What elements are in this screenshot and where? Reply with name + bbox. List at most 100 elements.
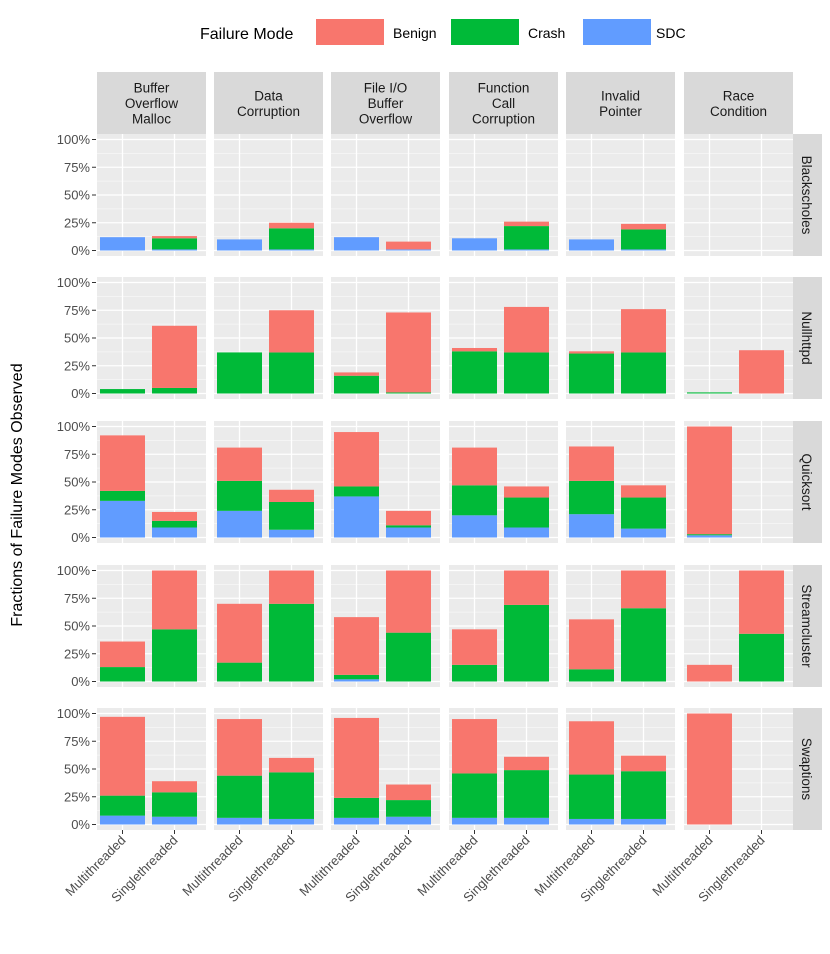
bar-segment-benign — [386, 510, 431, 526]
bar-segment-benign — [152, 325, 197, 388]
bar-segment-benign — [504, 756, 549, 771]
bar-segment-benign — [739, 570, 784, 634]
column-strip-label: Buffer — [134, 81, 170, 96]
bar-segment-benign — [621, 485, 666, 498]
y-tick-label: 75% — [64, 591, 90, 606]
y-tick-label: 50% — [64, 331, 90, 346]
bar-segment-crash — [452, 773, 497, 818]
y-tick-label: 100% — [57, 419, 91, 434]
bar-segment-sdc — [452, 238, 497, 251]
bar-segment-crash — [386, 800, 431, 817]
bar-segment-crash — [569, 480, 614, 515]
bar-segment-benign — [217, 603, 262, 663]
y-tick-label: 100% — [57, 275, 91, 290]
row-strip-2 — [792, 421, 822, 543]
bar-segment-benign — [621, 309, 666, 353]
bar-segment-crash — [687, 392, 732, 394]
bar-segment-crash — [504, 604, 549, 682]
bar-segment-benign — [269, 310, 314, 353]
bar-segment-crash — [569, 774, 614, 819]
bar-segment-benign — [217, 719, 262, 776]
bar-segment-benign — [386, 570, 431, 633]
bar-segment-sdc — [504, 817, 549, 825]
bar-segment-benign — [621, 223, 666, 230]
column-strip-5 — [684, 72, 793, 134]
column-strip-3 — [449, 72, 558, 134]
bar-segment-crash — [504, 226, 549, 250]
y-tick-label: 75% — [64, 160, 90, 175]
bar-segment-crash — [386, 525, 431, 528]
bar-segment-sdc — [569, 514, 614, 538]
legend-title: Failure Mode — [200, 26, 293, 43]
bar-segment-sdc — [334, 817, 379, 825]
bar-segment-sdc — [269, 818, 314, 825]
bar-segment-benign — [217, 447, 262, 481]
bar-segment-crash — [739, 633, 784, 682]
column-strip-label: Corruption — [472, 112, 535, 127]
y-tick-label: 25% — [64, 502, 90, 517]
bar-segment-benign — [269, 570, 314, 604]
bar-segment-sdc — [386, 527, 431, 538]
bar-segment-crash — [386, 632, 431, 682]
bar-segment-sdc — [217, 239, 262, 251]
column-strip-label: Malloc — [132, 112, 171, 127]
bar-segment-sdc — [621, 528, 666, 538]
legend-label-sdc: SDC — [656, 25, 686, 41]
bar-segment-sdc — [334, 496, 379, 538]
bar-segment-benign — [621, 570, 666, 609]
bar-segment-sdc — [152, 816, 197, 825]
bar-segment-crash — [100, 667, 145, 682]
bar-segment-sdc — [217, 817, 262, 825]
bar-segment-crash — [334, 797, 379, 818]
bar-segment-sdc — [621, 818, 666, 825]
column-strip-label: Invalid — [601, 88, 640, 103]
bar-segment-crash — [217, 480, 262, 511]
bar-segment-sdc — [621, 249, 666, 251]
column-strip-label: File I/O — [364, 81, 408, 96]
bar-segment-crash — [269, 501, 314, 530]
bar-segment-crash — [687, 534, 732, 536]
bar-segment-benign — [152, 511, 197, 521]
bar-segment-crash — [504, 497, 549, 528]
bar-segment-sdc — [569, 818, 614, 825]
y-tick-label: 0% — [71, 817, 90, 832]
bar-segment-benign — [386, 312, 431, 393]
bar-segment-benign — [452, 347, 497, 352]
row-strip-label: Nullhttpd — [799, 311, 814, 364]
y-tick-label: 50% — [64, 619, 90, 634]
bar-segment-crash — [569, 353, 614, 394]
bar-segment-crash — [217, 352, 262, 394]
bar-segment-crash — [386, 392, 431, 394]
legend-label-benign: Benign — [393, 25, 437, 41]
bar-segment-benign — [569, 351, 614, 354]
column-strip-label: Function — [478, 81, 530, 96]
bar-segment-benign — [152, 236, 197, 239]
bar-segment-benign — [569, 721, 614, 775]
bar-segment-crash — [152, 238, 197, 250]
bar-segment-crash — [504, 770, 549, 818]
bar-segment-sdc — [100, 500, 145, 538]
bar-segment-sdc — [687, 535, 732, 538]
bar-segment-crash — [621, 608, 666, 682]
bar-segment-benign — [504, 570, 549, 605]
row-strip-label: Swaptions — [799, 738, 814, 801]
bar-segment-benign — [334, 617, 379, 675]
bar-segment-benign — [386, 784, 431, 801]
legend-key-sdc — [583, 19, 651, 45]
bar-segment-crash — [452, 664, 497, 682]
bar-segment-crash — [100, 490, 145, 501]
bar-segment-sdc — [452, 515, 497, 538]
bar-segment-sdc — [334, 679, 379, 682]
bar-segment-benign — [152, 781, 197, 793]
y-tick-label: 25% — [64, 789, 90, 804]
bar-segment-crash — [452, 485, 497, 516]
bar-segment-benign — [100, 716, 145, 796]
row-strip-label: Quicksort — [799, 453, 814, 510]
bar-segment-sdc — [152, 527, 197, 538]
bar-segment-benign — [334, 432, 379, 487]
y-tick-label: 50% — [64, 762, 90, 777]
bar-segment-sdc — [452, 817, 497, 825]
bar-segment-crash — [100, 795, 145, 816]
